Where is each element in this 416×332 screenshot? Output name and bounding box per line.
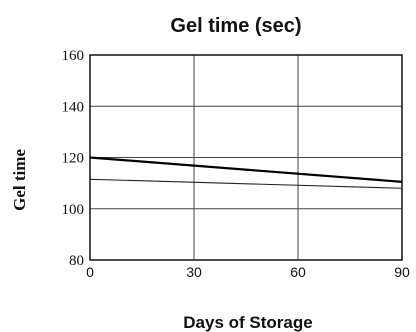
x-tick-labels: 0 30 60 90: [86, 264, 410, 280]
x-tick-label: 30: [186, 264, 202, 280]
x-tick-label: 90: [394, 264, 410, 280]
y-tick-label: 140: [62, 99, 85, 115]
y-tick-label: 120: [62, 151, 85, 167]
y-tick-label: 160: [62, 48, 85, 64]
y-tick-label: 100: [62, 202, 85, 218]
series-lines: [89, 156, 403, 189]
x-tick-label: 0: [86, 264, 94, 280]
y-axis-label: Gel time: [10, 149, 29, 211]
x-tick-label: 60: [290, 264, 306, 280]
x-axis-label: Days of Storage: [183, 313, 312, 332]
grid-lines: [90, 55, 402, 260]
series-line-thin: [89, 178, 403, 189]
series-line-bold: [89, 156, 403, 183]
y-tick-label: 80: [69, 253, 84, 269]
y-tick-labels: 80 100 120 140 160: [62, 48, 85, 269]
chart-title: Gel time (sec): [170, 15, 301, 37]
